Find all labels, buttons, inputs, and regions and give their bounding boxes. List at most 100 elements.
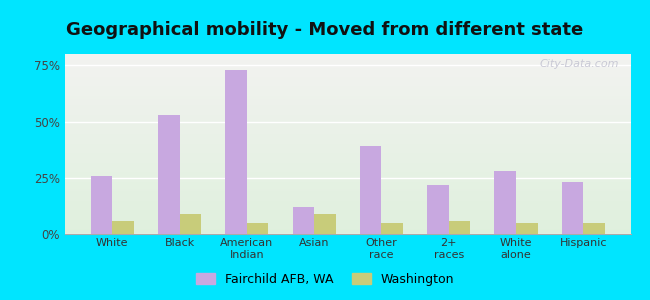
Bar xyxy=(65,218,630,219)
Bar xyxy=(65,69,630,70)
Bar xyxy=(65,127,630,128)
Bar xyxy=(448,220,470,234)
Bar xyxy=(65,158,630,159)
Bar xyxy=(65,201,630,202)
Bar xyxy=(65,135,630,136)
Bar xyxy=(65,81,630,82)
Bar xyxy=(65,66,630,67)
Bar xyxy=(562,182,583,234)
Bar xyxy=(65,167,630,168)
Bar xyxy=(65,139,630,140)
Bar xyxy=(65,224,630,225)
Bar xyxy=(65,152,630,153)
Bar xyxy=(65,110,630,111)
Bar xyxy=(65,108,630,109)
Bar xyxy=(65,189,630,190)
Bar xyxy=(65,168,630,169)
Bar xyxy=(65,170,630,171)
Bar xyxy=(65,77,630,78)
Bar xyxy=(65,123,630,124)
Text: City-Data.com: City-Data.com xyxy=(540,59,619,69)
Bar xyxy=(179,214,201,234)
Bar xyxy=(65,197,630,198)
Bar xyxy=(65,126,630,127)
Bar xyxy=(65,160,630,161)
Bar xyxy=(65,100,630,101)
Bar xyxy=(65,223,630,224)
Bar xyxy=(65,62,630,63)
Bar xyxy=(112,220,134,234)
Bar xyxy=(65,64,630,65)
Bar xyxy=(65,121,630,122)
Bar xyxy=(65,129,630,130)
Bar xyxy=(65,73,630,74)
Bar xyxy=(65,192,630,193)
Bar xyxy=(65,173,630,174)
Bar xyxy=(65,166,630,167)
Bar xyxy=(65,217,630,218)
Bar xyxy=(226,70,247,234)
Bar xyxy=(583,223,605,234)
Bar xyxy=(65,148,630,149)
Bar xyxy=(65,106,630,107)
Bar xyxy=(65,195,630,196)
Bar xyxy=(65,228,630,229)
Bar xyxy=(292,207,314,234)
Bar xyxy=(65,155,630,156)
Bar xyxy=(247,223,268,234)
Bar xyxy=(65,176,630,177)
Bar xyxy=(65,225,630,226)
Bar xyxy=(65,76,630,77)
Bar xyxy=(65,174,630,175)
Bar xyxy=(65,219,630,220)
Bar xyxy=(65,122,630,123)
Bar xyxy=(65,215,630,216)
Bar xyxy=(65,209,630,210)
Bar xyxy=(65,90,630,91)
Bar xyxy=(65,233,630,234)
Bar xyxy=(65,179,630,180)
Bar xyxy=(65,82,630,83)
Bar xyxy=(65,56,630,57)
Bar xyxy=(65,161,630,162)
Bar xyxy=(65,211,630,212)
Bar xyxy=(65,107,630,108)
Bar xyxy=(65,149,630,150)
Bar xyxy=(65,79,630,80)
Bar xyxy=(65,178,630,179)
Bar xyxy=(65,114,630,115)
Bar xyxy=(65,175,630,176)
Bar xyxy=(427,184,448,234)
Bar xyxy=(65,134,630,135)
Bar xyxy=(65,133,630,134)
Bar xyxy=(65,91,630,92)
Bar xyxy=(65,198,630,199)
Bar xyxy=(65,138,630,139)
Bar xyxy=(65,208,630,209)
Bar xyxy=(65,221,630,222)
Bar xyxy=(65,102,630,103)
Bar xyxy=(65,96,630,97)
Bar xyxy=(65,143,630,144)
Bar xyxy=(65,89,630,90)
Bar xyxy=(65,85,630,86)
Bar xyxy=(65,101,630,102)
Bar xyxy=(65,75,630,76)
Bar xyxy=(65,184,630,185)
Bar xyxy=(65,216,630,217)
Bar xyxy=(65,59,630,60)
Bar xyxy=(65,150,630,151)
Bar xyxy=(65,196,630,197)
Bar xyxy=(65,226,630,227)
Bar xyxy=(65,214,630,215)
Bar xyxy=(65,227,630,228)
Bar xyxy=(65,71,630,72)
Bar xyxy=(516,223,538,234)
Bar xyxy=(65,146,630,147)
Bar xyxy=(65,103,630,104)
Bar xyxy=(65,181,630,182)
Bar xyxy=(65,169,630,170)
Bar xyxy=(65,154,630,155)
Bar xyxy=(65,67,630,68)
Bar xyxy=(65,63,630,64)
